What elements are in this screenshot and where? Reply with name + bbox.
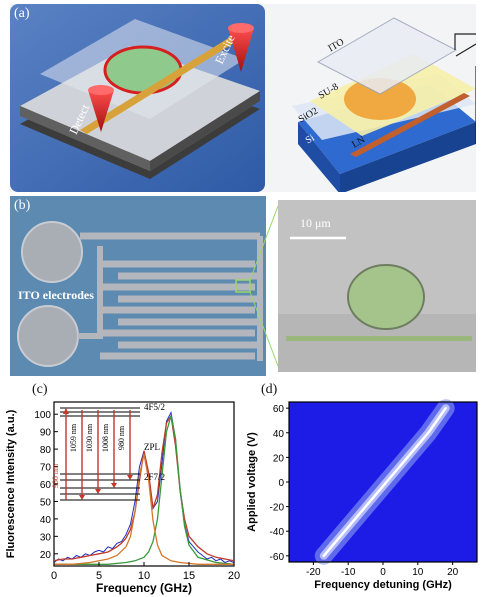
y-tick-label: 60 [40,480,52,491]
x-tick-label: 20 [228,570,240,582]
y-tick-label: 90 [40,428,52,439]
x-axis-label: Frequency (GHz) [96,581,192,595]
x-tick-label: 0 [380,567,386,578]
panel-a: (a) Excite Detect ITO SU-8 SiO2 LN Si [10,4,476,192]
emission-arrow-head [111,483,117,488]
y-tick-label: 40 [40,515,52,526]
panel-c-label: (c) [32,382,48,397]
panel-c: 0 5 10 15 20 20 30 40 50 60 70 80 90 100 Frequency (GH… [0,380,245,597]
panel-d-chart: -20 -10 0 10 20 -60 -40 -20 0 20 40 60 Frequency det… [246,399,478,591]
x-tick-label: 15 [183,570,195,582]
wire-top [454,33,476,50]
y-tick-label: -60 [270,552,285,563]
x-axis-label: Frequency detuning (GHz) [314,579,452,591]
scale-bar-label: 10 μm [300,216,331,230]
waveguide [80,34,242,134]
plot-frame [53,401,235,567]
ridge-peak [322,406,447,558]
y-axis-label: Fluorescence Intensity (a.u.) [5,409,17,558]
sem-disk [347,264,425,330]
y-tick-label: 60 [273,404,285,415]
x-tick-label: 0 [51,570,57,582]
excite-beam [228,28,254,72]
panel-b-label: (b) [14,198,31,213]
zoom-box [235,279,251,293]
panel-d: -20 -10 0 10 20 -60 -40 -20 0 20 40 60 Frequency det… [245,380,485,597]
pump-arrow-head [63,408,69,414]
panel-d-label: (d) [261,382,278,397]
pad-bottom [17,305,79,367]
y-tick-label: 70 [40,463,52,474]
x-tick-label: 10 [138,570,150,582]
ito-electrodes-label: ITO electrodes [18,288,94,302]
emission-arrow-head [127,475,133,480]
series-line-3 [54,454,234,565]
y-tick-label: 20 [273,453,285,464]
ln-waveguide [350,93,470,157]
series-line-1 [53,414,235,562]
panel-a-figure [10,4,476,192]
sem-waveguide [286,336,472,341]
x-tick-label: -10 [341,567,356,578]
zpl-label: ZPL [144,442,160,452]
panel-b-figure [10,196,476,376]
panel-a-label: (a) [14,6,30,21]
x-tick-label: -20 [306,567,321,578]
lower-level-label: 2F7/2 [144,472,165,482]
transition-label: 1059 nm [69,423,78,452]
emission-arrow-head [79,495,85,500]
y-tick-label: 40 [273,429,285,440]
y-axis-label: Applied voltage (V) [246,432,258,532]
panel-c-chart: 0 5 10 15 20 20 30 40 50 60 70 80 90 100 Frequency (GH… [5,401,240,595]
transition-label: 1030 nm [85,423,94,452]
transition-label: 980 nm [117,425,126,450]
emission-arrow-head [95,489,101,494]
pump-label: 980 nm [51,463,60,488]
disk-resonator [103,45,183,95]
y-tick-label: 50 [40,497,52,508]
electrode-fingers [100,260,260,360]
transition-label: 1008 nm [101,423,110,452]
x-tick-label: 20 [447,567,459,578]
y-tick-label: 80 [40,445,52,456]
series-line-2 [54,415,235,565]
detect-beam [88,90,114,132]
pad-top [21,221,83,283]
y-tick-label: 0 [278,478,284,489]
y-tick-label: 20 [40,550,52,561]
y-tick-label: -40 [270,527,285,538]
panel-b: (b) ITO electrodes 10 μm [10,196,476,376]
disk-layer [344,78,416,120]
ito-layer [316,17,458,95]
x-tick-label: 5 [96,570,102,582]
y-tick-label: -20 [270,503,285,514]
y-tick-label: 30 [40,532,52,543]
upper-level-label: 4F5/2 [144,402,165,412]
x-tick-label: 10 [412,567,424,578]
y-tick-label: 100 [34,410,51,421]
